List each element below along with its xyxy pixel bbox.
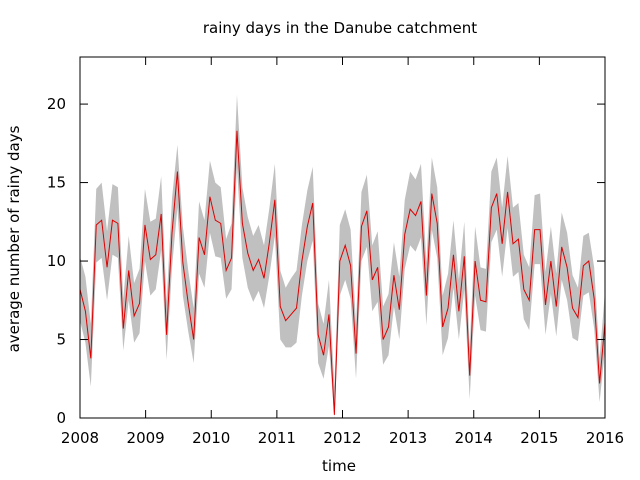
series-line bbox=[79, 130, 606, 415]
x-tick-label: 2012 bbox=[323, 429, 361, 447]
uncertainty-band bbox=[80, 94, 605, 419]
x-axis-label: time bbox=[322, 457, 356, 475]
x-tick-label: 2009 bbox=[127, 429, 165, 447]
y-tick-label: 10 bbox=[47, 252, 66, 270]
y-tick-label: 5 bbox=[56, 331, 66, 349]
x-tick-label: 2014 bbox=[455, 429, 493, 447]
x-tick-label: 2016 bbox=[586, 429, 624, 447]
band-area bbox=[80, 94, 605, 419]
y-axis-label: average number of rainy days bbox=[5, 125, 23, 352]
y-tick-label: 15 bbox=[47, 174, 66, 192]
x-tick-label: 2008 bbox=[61, 429, 99, 447]
x-tick-label: 2011 bbox=[258, 429, 296, 447]
x-tick-label: 2015 bbox=[520, 429, 558, 447]
mean-line bbox=[79, 130, 606, 415]
x-tick-label: 2010 bbox=[192, 429, 230, 447]
y-tick-label: 20 bbox=[47, 95, 66, 113]
chart-title: rainy days in the Danube catchment bbox=[203, 19, 477, 37]
x-axis: 2008 2009 2010 2011 2012 2013 2014 2015 2016 bbox=[61, 57, 624, 447]
y-axis: 0 5 10 15 20 bbox=[47, 95, 605, 427]
x-tick-label: 2013 bbox=[389, 429, 427, 447]
y-tick-label: 0 bbox=[56, 409, 66, 427]
